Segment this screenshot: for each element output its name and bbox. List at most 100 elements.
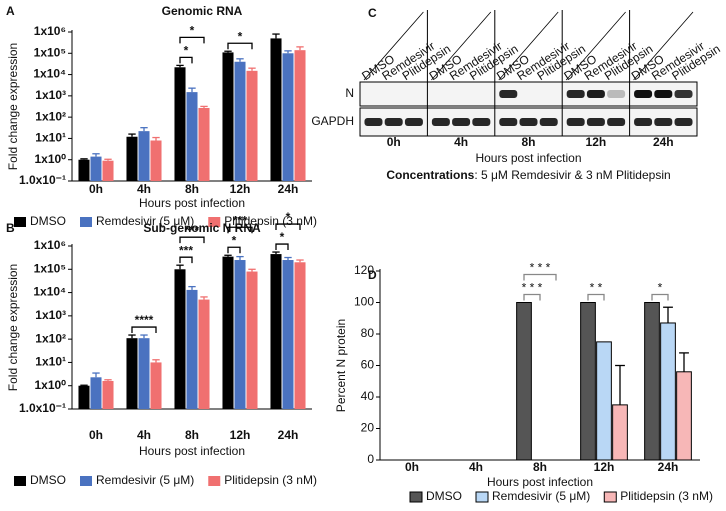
blot-band <box>519 118 538 126</box>
y-tick-label: 1x10⁶ <box>34 238 66 252</box>
group-slash <box>431 11 492 81</box>
bar <box>246 271 258 409</box>
bar <box>78 159 90 181</box>
error-bar <box>128 133 136 137</box>
y-tick-label: 100 <box>354 295 374 309</box>
group-slash <box>363 11 424 81</box>
blot-band <box>607 118 626 126</box>
legend-swatch <box>80 476 92 486</box>
significance-bracket <box>587 293 605 301</box>
error-bar <box>272 33 280 39</box>
group-slash <box>565 11 626 81</box>
legend-swatch <box>14 476 26 486</box>
error-bar <box>152 359 160 363</box>
blot-band <box>586 118 605 126</box>
significance-bracket <box>179 36 205 44</box>
blot-band <box>404 118 423 126</box>
group-label: 12h <box>586 135 607 149</box>
blot-band <box>654 118 673 126</box>
bar <box>234 61 246 182</box>
panel-label: D <box>368 268 377 282</box>
panel-label: B <box>6 221 15 235</box>
y-tick-label: 1x10⁵ <box>34 261 66 275</box>
y-tick-label: 1x10³ <box>35 88 66 102</box>
bar <box>150 140 162 181</box>
y-tick-label: 1x10⁴ <box>33 285 66 299</box>
y-tick-label: 1.0x10⁻¹ <box>19 401 66 415</box>
bar <box>90 156 102 181</box>
error-bar <box>272 251 280 255</box>
bar <box>138 338 150 409</box>
legend-label: Remdesivir (5 μM) <box>96 214 194 228</box>
x-tick-label: 24h <box>278 428 299 442</box>
bar <box>198 107 210 181</box>
significance-label: *** <box>233 213 247 227</box>
error-bar <box>663 306 673 323</box>
error-bar <box>615 364 625 405</box>
error-bar <box>248 67 256 71</box>
significance-bracket <box>523 293 541 301</box>
blot-band <box>384 118 403 126</box>
bar <box>234 260 246 409</box>
error-bar <box>200 296 208 300</box>
y-tick-label: 1x10⁰ <box>34 152 66 166</box>
blot-band <box>566 90 585 98</box>
error-bar <box>188 87 196 93</box>
bar <box>516 302 532 461</box>
blot-band <box>634 90 653 98</box>
blot-band <box>499 118 518 126</box>
bar <box>186 289 198 409</box>
legend-label: Plitidepsin (3 nM) <box>224 473 317 487</box>
y-tick-label: 0 <box>367 452 374 466</box>
blot-caption: Concentrations: 5 μM Remdesivir & 3 nM P… <box>386 168 670 182</box>
chart-title: Sub-genomic N RNA <box>143 221 261 235</box>
group-slash <box>498 11 559 81</box>
significance-label: *** <box>179 243 193 257</box>
error-bar <box>296 46 304 51</box>
bar <box>198 299 210 409</box>
group-label: 8h <box>521 135 535 149</box>
x-tick-label: 12h <box>230 428 251 442</box>
x-tick-label: 4h <box>469 460 483 474</box>
significance-bracket <box>523 273 557 281</box>
x-axis-label: Hours post infection <box>139 444 245 458</box>
x-tick-label: 8h <box>185 428 199 442</box>
bar <box>660 322 676 461</box>
legend-label: Remdesivir (5 μM) <box>492 489 590 503</box>
significance-bracket <box>227 42 253 50</box>
error-bar <box>140 127 148 132</box>
significance-bracket <box>131 326 157 334</box>
blot-band <box>499 90 518 98</box>
row-label: N <box>345 86 354 100</box>
caption-text: : 5 μM Remdesivir & 3 nM Plitidepsin <box>474 168 670 182</box>
y-axis-label: Fold change expression <box>6 43 20 170</box>
error-bar <box>152 136 160 141</box>
bar <box>174 269 186 409</box>
x-tick-label: 0h <box>405 460 419 474</box>
legend-label: DMSO <box>30 473 66 487</box>
chart-title: Genomic RNA <box>162 4 243 18</box>
x-tick-label: 8h <box>185 182 199 196</box>
blot-band <box>674 90 693 98</box>
y-tick-label: 60 <box>361 358 375 372</box>
significance-label: *** <box>185 223 199 237</box>
error-bar <box>92 153 100 157</box>
significance-bracket <box>179 236 205 244</box>
bar <box>102 160 114 181</box>
significance-bracket <box>227 226 253 234</box>
y-axis-label: Percent N protein <box>334 319 348 412</box>
blot-band <box>634 118 653 126</box>
y-tick-label: 1x10² <box>35 331 66 345</box>
bar <box>126 136 138 181</box>
group-slash <box>633 11 694 81</box>
bar <box>126 338 138 409</box>
y-tick-label: 1x10⁶ <box>34 24 66 38</box>
error-bar <box>104 158 112 161</box>
significance-bracket <box>179 256 193 264</box>
legend-label: Plitidepsin (3 nM) <box>620 489 713 503</box>
bar <box>676 371 692 461</box>
y-tick-label: 120 <box>354 263 374 277</box>
bar <box>270 38 282 181</box>
error-bar <box>200 105 208 108</box>
